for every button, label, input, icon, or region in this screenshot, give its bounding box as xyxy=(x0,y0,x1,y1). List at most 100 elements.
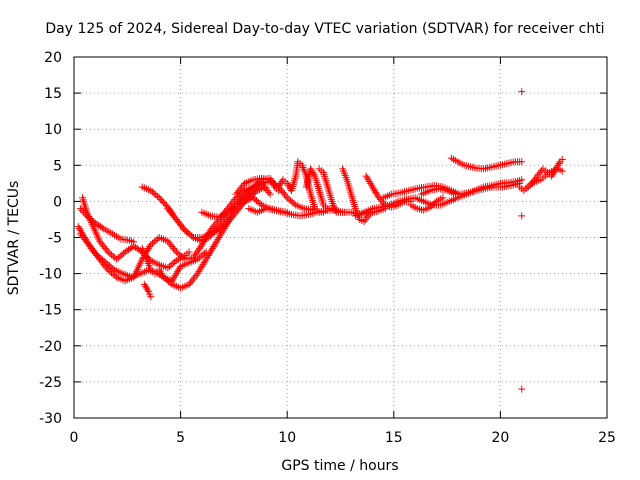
data-point xyxy=(428,202,436,210)
data-point xyxy=(168,243,176,251)
data-point xyxy=(366,179,374,187)
data-point xyxy=(227,205,235,213)
data-point xyxy=(526,181,534,189)
data-point xyxy=(194,255,202,263)
data-point xyxy=(371,187,379,195)
data-point xyxy=(233,188,241,196)
data-point xyxy=(215,234,223,241)
data-point xyxy=(287,197,295,205)
data-point xyxy=(171,271,179,279)
data-point xyxy=(553,163,561,171)
ticks: 0 5 10 15 20 25 -30 -25 -20 -15 -10 -5 0 5 10 15 20 xyxy=(39,50,616,446)
data-point xyxy=(144,286,152,294)
data-point xyxy=(284,181,292,189)
plot-frame xyxy=(73,56,608,419)
data-point xyxy=(263,187,271,195)
data-point xyxy=(84,239,92,247)
data-point xyxy=(426,203,434,211)
data-point xyxy=(252,180,260,188)
data-point xyxy=(554,161,562,169)
data-point xyxy=(169,259,177,267)
data-point xyxy=(179,254,187,262)
data-point xyxy=(275,183,283,191)
data-point xyxy=(155,194,163,202)
data-point xyxy=(177,252,185,260)
data-point xyxy=(214,235,222,243)
data-point xyxy=(290,200,298,208)
data-point xyxy=(189,275,197,283)
data-point xyxy=(78,232,86,240)
data-point xyxy=(319,208,327,216)
data-point xyxy=(154,192,162,200)
data-point xyxy=(214,224,222,232)
y-tick-label: -5 xyxy=(48,231,62,247)
data-point xyxy=(249,183,257,191)
data-point xyxy=(518,176,526,184)
data-point xyxy=(106,249,114,257)
data-point xyxy=(148,239,156,247)
data-point xyxy=(270,179,278,187)
data-point xyxy=(147,241,155,249)
data-point xyxy=(368,183,376,191)
data-point xyxy=(152,236,160,244)
y-tick-label: 0 xyxy=(53,194,62,210)
data-point xyxy=(212,226,220,234)
data-point xyxy=(185,248,193,256)
data-point xyxy=(170,273,178,281)
data-point xyxy=(235,187,243,195)
data-point xyxy=(195,268,203,276)
data-point xyxy=(166,262,174,270)
data-point xyxy=(265,188,273,196)
data-point xyxy=(173,268,181,276)
data-point xyxy=(233,199,241,207)
data-point xyxy=(528,179,536,187)
x-tick-label: 10 xyxy=(278,430,296,446)
data-point xyxy=(341,208,349,216)
data-point xyxy=(199,261,207,269)
data-point xyxy=(244,187,252,195)
data-point xyxy=(372,188,380,196)
data-point xyxy=(254,198,262,206)
data-point xyxy=(86,243,94,251)
data-point xyxy=(174,249,182,257)
data-point xyxy=(307,165,315,173)
data-point xyxy=(285,195,293,203)
data-point xyxy=(308,167,316,175)
data-point xyxy=(558,167,566,175)
data-point xyxy=(179,224,187,232)
data-point xyxy=(101,244,109,252)
data-point xyxy=(246,186,254,194)
data-point xyxy=(168,277,176,285)
data-point xyxy=(283,194,291,202)
data-point xyxy=(96,237,104,245)
y-tick-label: -10 xyxy=(39,267,62,283)
data-point xyxy=(203,253,211,261)
series-arc-26 xyxy=(518,385,526,393)
data-point xyxy=(242,189,250,197)
data-point xyxy=(200,249,208,257)
data-point xyxy=(212,239,220,247)
data-point xyxy=(157,270,165,278)
data-point xyxy=(74,223,82,231)
data-point xyxy=(238,183,246,191)
data-point xyxy=(109,265,117,273)
data-point xyxy=(174,266,182,274)
y-tick-label: -25 xyxy=(39,375,62,391)
data-point xyxy=(168,210,176,218)
data-point xyxy=(279,188,287,196)
data-point xyxy=(188,232,196,240)
data-point xyxy=(548,172,556,180)
data-point xyxy=(75,224,83,232)
data-point xyxy=(210,243,218,251)
data-point xyxy=(89,246,97,254)
data-point xyxy=(206,232,214,240)
data-point xyxy=(181,226,189,234)
data-point xyxy=(219,217,227,225)
data-point xyxy=(555,159,563,167)
gridlines xyxy=(74,57,607,418)
data-point xyxy=(216,221,224,229)
data-point xyxy=(282,192,290,200)
series-arc-2 xyxy=(79,194,193,272)
series-arc-21 xyxy=(447,154,526,173)
data-point xyxy=(236,196,244,204)
